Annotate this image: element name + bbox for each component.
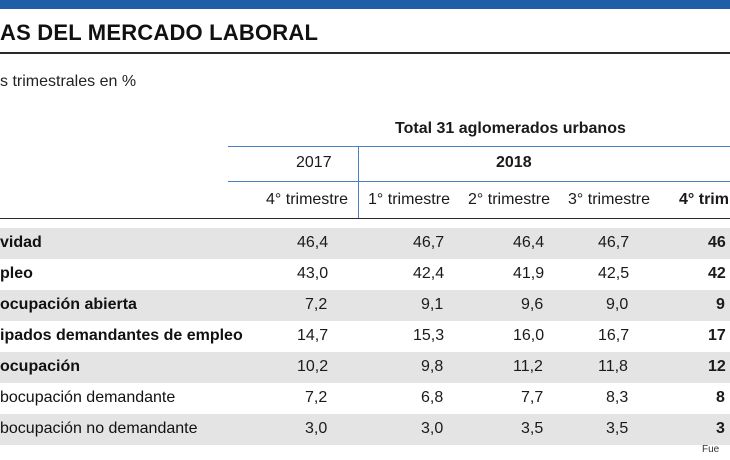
row-label: ipados demandantes de empleo: [0, 327, 243, 344]
header-rule-top: [228, 146, 730, 147]
value-2018-q1: 42,4: [413, 265, 445, 282]
table-row: ocupación abierta 7,2 9,1 9,6 9,0 9: [0, 290, 730, 321]
quarter-header-1: 1° trimestre: [368, 191, 450, 208]
table-row: ipados demandantes de empleo 14,7 15,3 1…: [0, 321, 730, 352]
value-2018-q2: 11,2: [513, 358, 543, 375]
quarter-header-0: 4° trimestre: [266, 191, 348, 208]
value-2018-q2: 3,5: [521, 420, 544, 437]
table-row: pleo 43,0 42,4 41,9 42,5 42: [0, 259, 730, 290]
value-2018-q4: 12: [708, 358, 726, 375]
value-2018-q1: 9,8: [421, 358, 444, 375]
value-2017-q4: 10,2: [297, 358, 329, 375]
table-row: ocupación 10,2 9,8 11,2 11,8 12: [0, 352, 730, 383]
value-2018-q4: 8: [716, 389, 725, 406]
source-note: Fue: [702, 444, 720, 455]
value-2018-q3: 16,7: [598, 327, 630, 344]
year-divider: [358, 146, 359, 218]
title-underline: [0, 52, 730, 54]
year-2017: 2017: [296, 154, 332, 171]
quarter-header-4: 4° trim: [679, 191, 729, 208]
row-label: ocupación abierta: [0, 296, 137, 313]
value-2018-q2: 46,4: [513, 234, 545, 251]
value-2018-q2: 41,9: [513, 265, 545, 282]
value-2018-q3: 11,8: [598, 358, 628, 375]
value-2018-q2: 16,0: [513, 327, 545, 344]
value-2017-q4: 7,2: [305, 296, 328, 313]
value-2018-q4: 17: [708, 327, 726, 344]
header-rule-mid: [228, 181, 730, 182]
row-label: vidad: [0, 234, 42, 251]
value-2018-q1: 3,0: [421, 420, 444, 437]
value-2018-q4: 3: [716, 420, 725, 437]
row-label: bocupación no demandante: [0, 420, 198, 437]
value-2017-q4: 7,2: [305, 389, 328, 406]
value-2018-q4: 9: [716, 296, 725, 313]
header-rule-bottom: [0, 218, 730, 219]
row-label: pleo: [0, 265, 33, 282]
quarter-header-3: 3° trimestre: [568, 191, 650, 208]
value-2018-q4: 42: [708, 265, 726, 282]
value-2017-q4: 14,7: [297, 327, 329, 344]
value-2018-q1: 6,8: [421, 389, 444, 406]
table-row: bocupación no demandante 3,0 3,0 3,5 3,5…: [0, 414, 730, 445]
chart-title: AS DEL MERCADO LABORAL: [0, 20, 319, 45]
row-label: bocupación demandante: [0, 389, 176, 406]
top-accent-bar: [0, 0, 730, 9]
value-2018-q1: 46,7: [413, 234, 445, 251]
table-row: vidad 46,4 46,7 46,4 46,7 46: [0, 228, 730, 259]
value-2017-q4: 46,4: [297, 234, 329, 251]
value-2018-q3: 9,0: [606, 296, 629, 313]
value-2018-q3: 42,5: [598, 265, 630, 282]
value-2017-q4: 3,0: [305, 420, 328, 437]
group-header: Total 31 aglomerados urbanos: [395, 120, 626, 137]
value-2018-q3: 8,3: [606, 389, 629, 406]
value-2018-q3: 3,5: [606, 420, 629, 437]
year-2018: 2018: [496, 154, 532, 171]
value-2018-q4: 46: [708, 234, 726, 251]
subtitle: s trimestrales en %: [0, 73, 137, 90]
row-label: ocupación: [0, 358, 81, 375]
value-2018-q2: 9,6: [521, 296, 544, 313]
value-2018-q3: 46,7: [598, 234, 630, 251]
value-2018-q1: 15,3: [413, 327, 445, 344]
value-2018-q2: 7,7: [521, 389, 544, 406]
value-2018-q1: 9,1: [421, 296, 444, 313]
value-2017-q4: 43,0: [297, 265, 329, 282]
quarter-header-2: 2° trimestre: [468, 191, 550, 208]
table-row: bocupación demandante 7,2 6,8 7,7 8,3 8: [0, 383, 730, 414]
